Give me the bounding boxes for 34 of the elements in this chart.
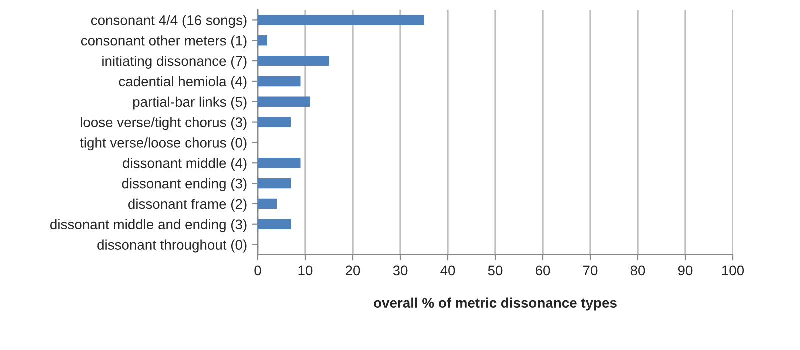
y-tick-label: dissonant ending (3) <box>122 178 247 192</box>
y-tick-label: initiating dissonance (7) <box>102 56 247 69</box>
y-tick-label: consonant 4/4 (16 songs) <box>91 15 247 28</box>
y-tick-label: consonant other meters (1) <box>81 36 247 49</box>
bar <box>258 56 330 66</box>
x-axis-title: overall % of metric dissonance types <box>374 298 617 311</box>
bar <box>258 15 424 26</box>
bar <box>258 117 292 128</box>
bar <box>258 76 301 87</box>
y-tick-label: dissonant middle (4) <box>123 158 247 172</box>
y-tick-label: loose verse/tight chorus (3) <box>81 117 247 130</box>
bar <box>258 36 268 46</box>
bar <box>258 178 292 189</box>
x-tick-label: 50 <box>488 266 503 276</box>
y-tick-label: partial-bar links (5) <box>133 96 247 110</box>
x-tick-label: 30 <box>393 266 408 276</box>
x-tick-label: 70 <box>583 266 598 276</box>
x-tick-label: 100 <box>722 266 744 276</box>
x-tick-label: 60 <box>536 266 550 276</box>
x-tick-label: 80 <box>630 266 646 276</box>
x-tick-label: 0 <box>254 266 262 276</box>
y-tick-label: dissonant throughout (0) <box>98 240 247 253</box>
bar <box>258 158 301 168</box>
x-tick-label: 40 <box>440 266 456 276</box>
y-tick-label: cadential hemiola (4) <box>119 76 247 90</box>
bar <box>258 96 310 107</box>
y-tick-label: dissonant frame (2) <box>128 198 247 212</box>
x-tick-label: 20 <box>346 266 360 276</box>
x-tick-label: 90 <box>678 266 693 276</box>
y-tick-label: dissonant middle and ending (3) <box>50 219 247 232</box>
bar <box>258 219 292 230</box>
y-tick-label: tight verse/loose chorus (0) <box>80 138 247 151</box>
bar <box>258 198 277 210</box>
x-tick-label: 10 <box>298 266 313 276</box>
